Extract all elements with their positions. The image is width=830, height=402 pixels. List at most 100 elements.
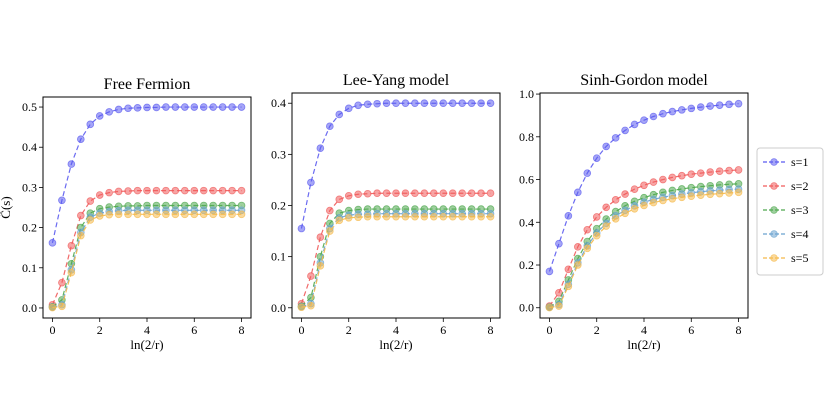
x-tick-label: 0: [298, 323, 304, 337]
data-point: [420, 99, 429, 108]
data-point: [143, 103, 151, 112]
y-tick-label: 0.0: [271, 301, 286, 315]
data-point: [630, 120, 639, 129]
data-point: [640, 181, 648, 190]
series-s5: [48, 210, 246, 312]
y-tick-label: 0.3: [22, 180, 37, 194]
data-point: [411, 99, 419, 108]
x-tick-label: 6: [440, 323, 446, 337]
data-point: [143, 210, 151, 219]
data-point: [363, 100, 372, 109]
data-point: [143, 186, 151, 195]
data-point: [162, 210, 170, 219]
legend-entry-s3: s=3: [763, 203, 808, 217]
data-point: [48, 303, 57, 312]
data-point: [668, 173, 677, 182]
panel-title: Free Fermion: [104, 76, 191, 93]
legend-entry-s2: s=2: [763, 179, 808, 193]
data-point: [354, 190, 362, 199]
x-tick-label: 2: [346, 323, 352, 337]
data-point: [411, 212, 419, 221]
data-point: [649, 112, 658, 121]
data-point: [430, 99, 438, 108]
data-point: [373, 99, 381, 108]
series-s1: [545, 99, 743, 276]
data-point: [326, 122, 334, 131]
data-point: [583, 169, 592, 177]
legend-label: s=4: [791, 227, 808, 241]
data-point: [67, 160, 76, 168]
data-point: [477, 189, 485, 198]
data-point: [86, 120, 95, 129]
data-point: [592, 154, 601, 162]
data-point: [583, 225, 592, 234]
data-point: [335, 195, 344, 204]
data-point: [621, 209, 629, 218]
y-tick-label: 0.6: [519, 173, 534, 187]
data-point: [458, 189, 466, 198]
data-point: [105, 188, 113, 197]
legend-marker: [770, 182, 778, 190]
data-point: [181, 210, 189, 219]
x-tick-label: 4: [393, 323, 399, 337]
data-point: [477, 99, 485, 108]
data-point: [171, 210, 180, 219]
data-point: [486, 212, 495, 221]
data-point: [209, 210, 217, 219]
y-tick-label: 0.2: [519, 258, 534, 272]
series-s2: [48, 186, 246, 309]
x-tick-label: 2: [594, 323, 600, 337]
legend-label: s=3: [791, 203, 808, 217]
data-point: [659, 196, 667, 205]
data-point: [611, 215, 620, 223]
legend-entry-s4: s=4: [763, 227, 808, 241]
data-point: [209, 186, 217, 195]
data-point: [696, 103, 705, 111]
data-point: [706, 168, 714, 176]
data-point: [477, 212, 485, 221]
series-s5: [297, 212, 495, 312]
data-point: [706, 190, 714, 199]
data-point: [58, 278, 66, 287]
y-tick-label: 0.0: [22, 301, 37, 315]
data-point: [725, 189, 733, 197]
series-line: [301, 213, 491, 308]
data-point: [574, 243, 582, 251]
panel-3: Sinh-Gordon model 0 2 4 6 8 0.0 0.2 0.4 0.6 0.8 1.0…: [519, 72, 749, 352]
data-point: [687, 104, 696, 113]
data-point: [725, 166, 733, 175]
data-point: [237, 103, 246, 111]
data-point: [420, 212, 429, 221]
data-point: [448, 99, 457, 108]
data-point: [602, 203, 610, 212]
data-point: [344, 104, 353, 113]
data-point: [209, 103, 217, 111]
data-point: [307, 301, 315, 310]
data-point: [354, 213, 362, 222]
data-point: [382, 189, 391, 198]
data-point: [467, 99, 476, 108]
data-point: [190, 186, 199, 195]
data-point: [401, 212, 410, 221]
series-line: [549, 183, 739, 308]
data-point: [611, 134, 620, 142]
data-point: [124, 187, 132, 195]
data-point: [401, 99, 410, 108]
data-point: [382, 212, 391, 221]
data-point: [105, 108, 113, 116]
data-point: [218, 103, 227, 111]
y-tick-label: 0.4: [519, 215, 534, 229]
data-point: [430, 189, 438, 198]
panel-1: Free Fermion 0 2 4 6 8 0.0 0.1 0.2 0.3 0.4 0.5 ln(2/…: [0, 76, 252, 352]
y-tick-label: 0.2: [271, 199, 286, 213]
data-point: [181, 103, 189, 111]
data-point: [602, 222, 610, 230]
series-line: [52, 213, 242, 309]
data-point: [218, 210, 227, 219]
data-point: [649, 198, 658, 207]
data-point: [696, 169, 705, 177]
data-point: [307, 178, 315, 187]
series-s2: [545, 166, 743, 310]
data-point: [630, 205, 639, 213]
